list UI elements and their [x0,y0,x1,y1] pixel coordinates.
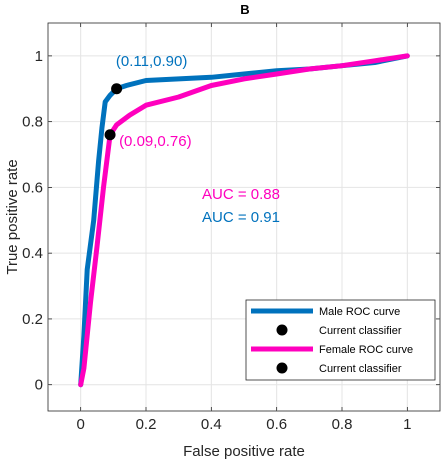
x-axis-label: False positive rate [183,443,305,460]
y-tick-label: 1 [35,48,43,65]
classifier-marker [104,129,116,141]
y-axis-label: True positive rate [4,159,21,274]
classifier-marker [111,83,123,95]
auc-annotation: AUC = 0.88 [202,186,280,203]
legend: Male ROC curve Current classifier Female R… [245,299,436,381]
legend-dot-swatch [276,362,288,374]
x-tick-label: 1 [403,416,411,433]
y-tick-label: 0.8 [22,114,43,131]
classifier-point-label: (0.11,0.90) [116,53,187,70]
y-tick-label: 0.2 [22,311,43,328]
y-tick-label: 0.4 [22,245,43,262]
chart-title: B [240,2,249,17]
series-layer [78,53,410,388]
axis-ticks: 0 0.2 0.4 0.6 0.8 1 0 0.2 0.4 0.6 0.8 1 [22,23,440,433]
x-tick-label: 0 [76,416,84,433]
legend-dot-swatch [276,324,288,336]
x-tick-label: 0.2 [136,416,157,433]
y-tick-label: 0.6 [22,179,43,196]
x-tick-label: 0.8 [332,416,353,433]
auc-annotation: AUC = 0.91 [202,209,280,226]
annotation-layer: AUC = 0.88 AUC = 0.91 [202,186,280,226]
marker-layer: (0.11,0.90) (0.09,0.76) [104,53,192,150]
series-line-female [78,53,410,388]
y-tick-label: 0 [35,377,43,394]
legend-label: Female ROC curve [319,344,413,356]
legend-label: Current classifier [319,325,402,337]
legend-label: Current classifier [319,363,402,375]
x-tick-label: 0.4 [201,416,222,433]
x-tick-label: 0.6 [266,416,287,433]
legend-label: Male ROC curve [319,306,400,318]
classifier-point-label: (0.09,0.76) [119,133,192,150]
